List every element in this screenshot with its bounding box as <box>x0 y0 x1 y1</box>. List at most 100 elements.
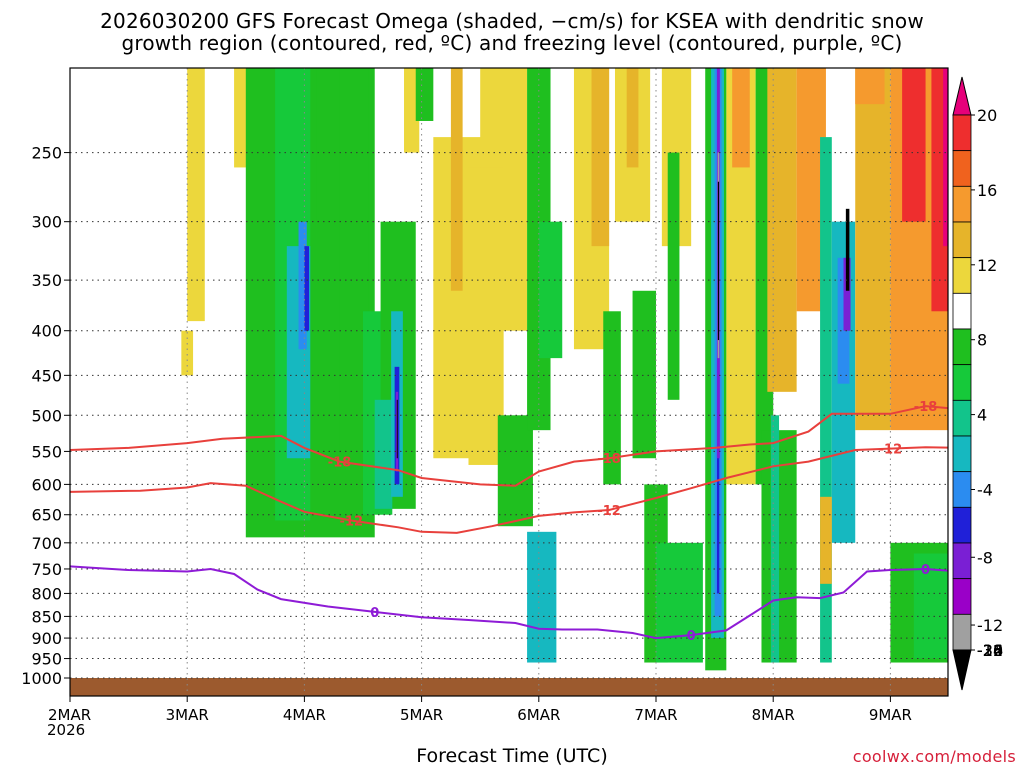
colorbar-segment <box>952 435 972 473</box>
y-tick-label: 450 <box>31 366 62 385</box>
omega-cell <box>626 68 639 168</box>
y-tick-label: 900 <box>31 629 62 648</box>
colorbar-tick-label: 16 <box>977 181 997 200</box>
colorbar-segment <box>952 328 972 366</box>
colorbar-segment <box>952 185 972 223</box>
colorbar-top-arrow <box>952 76 972 116</box>
x-tick-label: 6MAR <box>517 706 560 724</box>
contour-label: 0 <box>687 629 696 644</box>
omega-cell <box>902 68 926 222</box>
contour--12 <box>70 446 948 534</box>
omega-cell <box>497 415 533 527</box>
contour-label: 0 <box>921 563 930 578</box>
omega-cell <box>855 68 891 431</box>
omega-cell <box>187 68 205 322</box>
omega-cell <box>404 68 420 153</box>
colorbar-tick-label: -32 <box>977 641 1003 660</box>
omega-cell <box>603 311 621 485</box>
omega-cell <box>972 415 984 543</box>
y-tick-label: 350 <box>31 271 62 290</box>
omega-cell <box>943 68 948 247</box>
x-axis: 2MAR 3MAR 4MAR 5MAR 6MAR 7MAR 8MAR 9MAR <box>48 696 912 724</box>
plot-frame <box>69 67 949 697</box>
surface-ground <box>70 678 948 696</box>
colorbar-tick-label: -16 <box>977 641 1003 660</box>
colorbar-tick-label: -4 <box>977 481 993 500</box>
omega-cell <box>396 399 398 459</box>
contour-label: -18 <box>328 456 352 471</box>
omega-cell <box>767 68 797 392</box>
omega-cell <box>808 0 820 68</box>
colorbar-segment <box>952 578 972 615</box>
colorbar: 20 16 12 8 4 -4 -8 -12 -16-20-24-28-32-36 <box>952 76 1003 691</box>
omega-cell <box>667 152 680 400</box>
omega-cell <box>656 542 703 663</box>
x-tick-label: 3MAR <box>166 706 209 724</box>
colorbar-tick-label: 8 <box>977 331 987 350</box>
omega-shading <box>181 0 1007 671</box>
omega-cell <box>181 330 194 376</box>
x-tick-label: 7MAR <box>634 706 677 724</box>
omega-cell <box>1005 451 1007 542</box>
omega-cell <box>843 257 851 331</box>
omega-cell <box>415 68 434 121</box>
colorbar-tick-label: 12 <box>977 256 997 275</box>
colorbar-tick-label: -20 <box>977 641 1003 660</box>
colorbar-segment <box>952 471 972 508</box>
colorbar-tick-label: -12 <box>977 616 1003 635</box>
omega-cell <box>845 208 850 291</box>
contour-label: -12 <box>340 515 364 530</box>
contour-label: -12 <box>597 504 621 519</box>
colorbar-tick-label: -8 <box>977 548 993 567</box>
y-tick-label: 650 <box>31 506 62 525</box>
colorbar-tick-label: -28 <box>977 641 1003 660</box>
omega-cell <box>770 415 780 663</box>
omega-cell <box>820 137 832 663</box>
omega-cell <box>527 531 557 663</box>
omega-cell <box>591 68 610 247</box>
omega-cell <box>837 257 850 384</box>
colorbar-segment <box>952 399 972 437</box>
contour--18 <box>70 405 948 487</box>
y-tick-label: 400 <box>31 322 62 341</box>
omega-cell <box>820 496 832 584</box>
colorbar-segment <box>952 292 972 330</box>
x-tick-label: 2MAR <box>48 706 91 724</box>
omega-cell <box>538 221 563 359</box>
omega-cell <box>717 181 720 341</box>
colorbar-segment <box>952 114 972 152</box>
colorbar-segment <box>952 257 972 294</box>
y-tick-label: 950 <box>31 650 62 669</box>
omega-cell <box>304 246 310 331</box>
colorbar-segment <box>952 364 972 401</box>
colorbar-segment <box>952 150 972 187</box>
y-tick-label: 800 <box>31 584 62 603</box>
colorbar-segment <box>952 542 972 580</box>
colorbar-segment <box>952 613 972 651</box>
omega-cell <box>738 0 747 28</box>
omega-cell <box>855 68 885 105</box>
y-tick-label: 850 <box>31 607 62 626</box>
y-axis: 250 300 350 400 450 500 550 600 650 700 750 800 850 9… <box>21 144 70 688</box>
y-tick-label: 700 <box>31 534 62 553</box>
y-tick-label: 300 <box>31 213 62 232</box>
y-tick-label: 250 <box>31 144 62 163</box>
omega-cell <box>492 0 510 68</box>
colorbar-tick-label: -24 <box>977 641 1003 660</box>
colorbar-tick-label: 4 <box>977 406 987 425</box>
x-tick-label: 4MAR <box>283 706 326 724</box>
contour-label: -12 <box>879 443 903 458</box>
y-tick-label: 500 <box>31 406 62 425</box>
contour-lines: -18 -18 -18 -12 -12 -12 0 0 0 <box>70 400 948 644</box>
omega-cell <box>867 0 879 28</box>
chart-title-line1: 2026030200 GFS Forecast Omega (shaded, −… <box>100 9 924 33</box>
contour-label: -18 <box>914 400 938 415</box>
contour-0 <box>70 565 948 640</box>
omega-cell <box>298 221 307 350</box>
y-tick-label: 1000 <box>21 669 62 688</box>
omega-cell <box>450 68 463 291</box>
x-tick-label: 8MAR <box>752 706 795 724</box>
contour-label: 0 <box>370 606 379 621</box>
x-tick-label: 5MAR <box>400 706 443 724</box>
